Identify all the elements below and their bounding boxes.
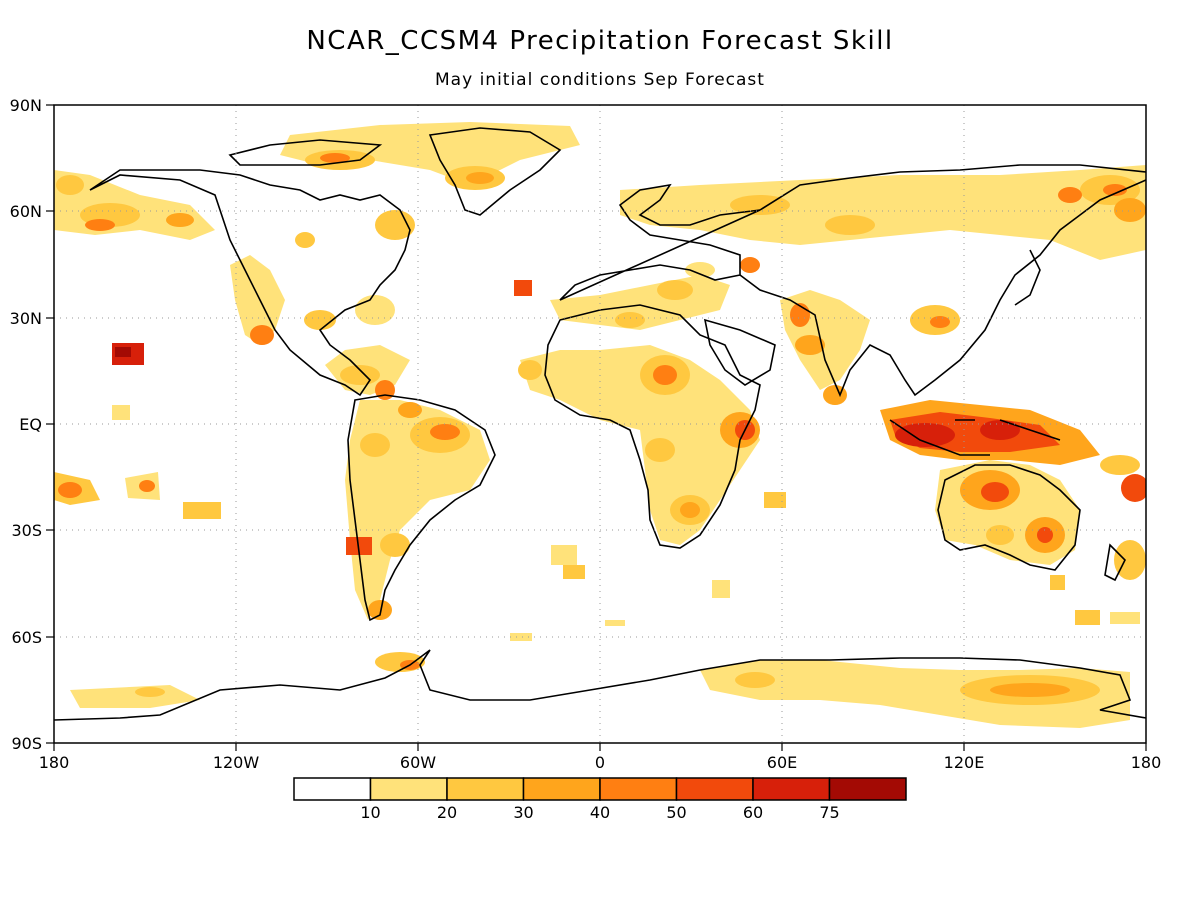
lon-label-60e: 60E [767,753,797,772]
colorbar-label: 30 [513,803,533,822]
coastlines [54,127,1146,721]
lat-label-30n: 30N [10,309,42,328]
colorbar-label: 20 [437,803,457,822]
lat-label-eq: EQ [19,415,42,434]
lon-label-0: 0 [595,753,605,772]
lat-label-30s: 30S [11,521,42,540]
latitude-labels: 90N 60N 30N EQ 30S 60S 90S [10,96,42,753]
colorbar: 10 20 30 40 50 60 75 [293,777,907,822]
lat-label-60s: 60S [11,628,42,647]
colorbar-swatch [828,777,907,801]
map-title: NCAR_CCSM4 Precipitation Forecast Skill [306,26,894,56]
colorbar-swatch [522,777,601,801]
lon-label-60w: 60W [400,753,436,772]
skill-shading [54,122,1146,728]
colorbar-label: 60 [743,803,763,822]
colorbar-swatch [675,777,754,801]
axis-ticks [46,104,1147,751]
longitude-labels: 180 120W 60W 0 60E 120E 180 [39,753,1162,772]
lon-label-120w: 120W [213,753,260,772]
lon-label-120e: 120E [944,753,985,772]
colorbar-swatch [293,777,372,801]
graticule [54,105,1146,743]
lat-label-90s: 90S [11,734,42,753]
colorbar-swatch [446,777,525,801]
lat-label-60n: 60N [10,202,42,221]
colorbar-label: 10 [360,803,380,822]
colorbar-label: 50 [666,803,686,822]
lon-label-180e: 180 [1131,753,1162,772]
colorbar-label: 40 [590,803,610,822]
colorbar-label: 75 [819,803,839,822]
map-subtitle: May initial conditions Sep Forecast [435,70,765,90]
colorbar-swatch [599,777,678,801]
lat-label-90n: 90N [10,96,42,115]
colorbar-swatch [752,777,831,801]
lon-label-180w: 180 [39,753,70,772]
colorbar-swatch [369,777,448,801]
